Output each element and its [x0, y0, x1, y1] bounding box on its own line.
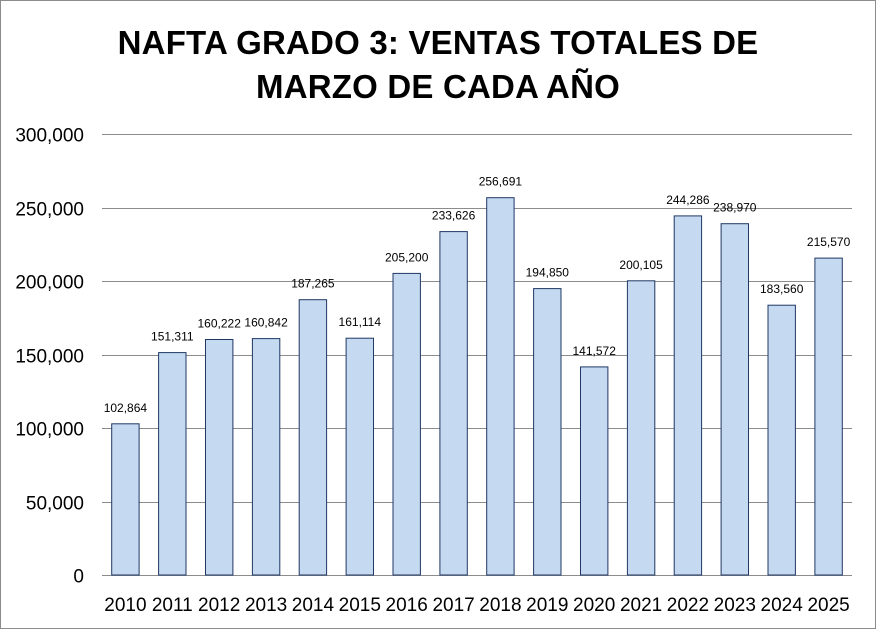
bar-2019 [533, 288, 562, 576]
x-tick-label-2015: 2015 [339, 595, 381, 616]
chart-title-line-1: NAFTA GRADO 3: VENTAS TOTALES DE [117, 24, 759, 61]
data-label-2012: 160,222 [198, 317, 242, 331]
x-tick-label-2020: 2020 [573, 595, 615, 616]
data-label-2022: 244,286 [666, 193, 710, 207]
bar-2023 [720, 223, 749, 576]
data-label-2024: 183,560 [760, 282, 804, 296]
data-labels: 102,864 151,311 160,222 160,842 187,265 161,1… [104, 175, 851, 415]
x-tick-label-2023: 2023 [714, 595, 756, 616]
bar-2013 [251, 338, 281, 576]
x-tick-label-2012: 2012 [198, 595, 240, 616]
bar-2017 [439, 231, 468, 576]
bar-2010 [111, 423, 140, 576]
data-label-2019: 194,850 [526, 266, 570, 280]
y-tick-label-6: 300,000 [15, 126, 84, 147]
x-tick-label-2022: 2022 [667, 595, 709, 616]
x-tick-label-2017: 2017 [432, 595, 474, 616]
y-tick-label-3: 150,000 [15, 347, 84, 368]
bars [111, 197, 843, 576]
bar-2012 [205, 339, 234, 576]
bar-2018 [486, 197, 515, 576]
x-tick-label-2019: 2019 [526, 595, 568, 616]
bar-2024 [767, 304, 796, 576]
y-tick-label-1: 50,000 [26, 494, 84, 515]
x-tick-label-2016: 2016 [386, 595, 428, 616]
bar-2020 [580, 366, 609, 576]
y-tick-label-5: 250,000 [15, 200, 84, 221]
data-label-2015: 161,114 [339, 315, 382, 329]
data-label-2014: 187,265 [291, 277, 335, 291]
x-tick-label-2011: 2011 [152, 595, 193, 616]
x-tick-label-2010: 2010 [104, 595, 146, 616]
data-label-2020: 141,572 [573, 344, 617, 358]
x-tick-label-2024: 2024 [761, 595, 804, 616]
x-tick-label-2021: 2021 [620, 595, 662, 616]
bar-2015 [345, 337, 375, 576]
data-label-2010: 102,864 [104, 401, 148, 415]
x-tick-label-2018: 2018 [479, 595, 521, 616]
data-label-2025: 215,570 [807, 235, 851, 249]
bar-2021 [626, 280, 656, 576]
chart-title: NAFTA GRADO 3: VENTAS TOTALES DE MARZO D… [1, 21, 875, 109]
y-tick-label-0: 0 [73, 567, 84, 588]
bar-2011 [158, 352, 187, 576]
y-axis-tick-labels: 0 50,000 100,000 150,000 200,000 250,000 300,0… [15, 126, 84, 588]
bar-2016 [392, 272, 421, 576]
x-axis-tick-labels: 2010 2011 2012 2013 2014 2015 2016 2017 2018 2019… [104, 595, 849, 616]
bar-2022 [673, 215, 703, 576]
bar-2025 [814, 257, 843, 576]
data-label-2018: 256,691 [479, 175, 523, 189]
y-tick-label-2: 100,000 [15, 420, 84, 441]
data-label-2023: 238,970 [713, 201, 757, 215]
data-label-2021: 200,105 [619, 258, 663, 272]
x-tick-label-2025: 2025 [807, 595, 849, 616]
y-tick-label-4: 200,000 [15, 273, 84, 294]
bar-2014 [298, 299, 328, 576]
data-label-2011: 151,311 [151, 330, 194, 344]
data-label-2017: 233,626 [432, 209, 476, 223]
x-tick-label-2014: 2014 [292, 595, 335, 616]
x-tick-label-2013: 2013 [245, 595, 287, 616]
chart-title-line-2: MARZO DE CADA AÑO [256, 68, 620, 105]
data-label-2016: 205,200 [385, 250, 429, 264]
data-label-2013: 160,842 [244, 316, 288, 330]
